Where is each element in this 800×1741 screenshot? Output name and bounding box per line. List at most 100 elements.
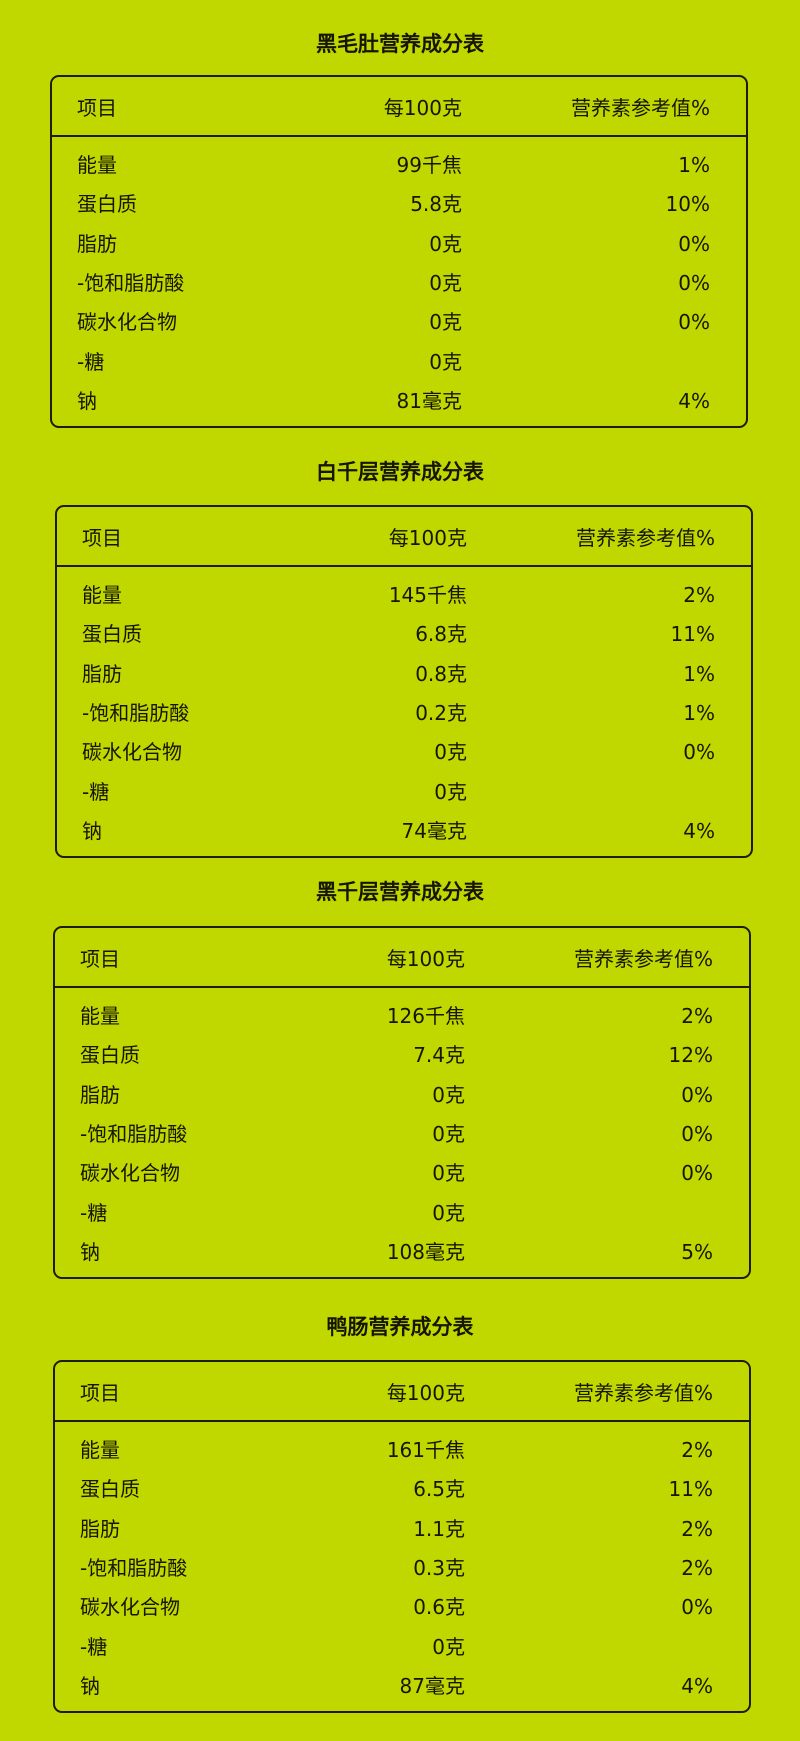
nutrient-amount: 145千焦 <box>388 583 467 607</box>
nutrient-name: -饱和脂肪酸 <box>77 270 185 295</box>
nutrient-amount: 126千焦 <box>386 1004 465 1028</box>
table-row: 脂肪 0克 0% <box>52 229 746 259</box>
nutrient-name: -糖 <box>80 1634 108 1659</box>
table-header-row: 项目 每100克 营养素参考值% <box>52 93 746 123</box>
nutrient-name: -糖 <box>82 779 110 804</box>
table-header-row: 项目 每100克 营养素参考值% <box>57 523 751 553</box>
table-row: -糖 0克 <box>55 1198 749 1228</box>
nutrient-nrv: 2% <box>681 1004 713 1028</box>
nutrient-nrv: 1% <box>678 153 710 177</box>
nutrient-amount: 0.2克 <box>415 700 467 725</box>
table-row: 蛋白质 5.8克 10% <box>52 189 746 219</box>
header-nrv: 营养素参考值% <box>573 947 713 971</box>
nutrient-name: 钠 <box>80 1239 100 1264</box>
nutrient-amount: 0克 <box>432 1082 465 1107</box>
nutrient-nrv: 0% <box>678 270 710 295</box>
nutrient-amount: 74毫克 <box>401 818 467 843</box>
nutrient-nrv: 1% <box>683 661 715 686</box>
header-divider <box>55 986 749 988</box>
nutrient-amount: 5.8克 <box>410 192 462 217</box>
header-item: 项目 <box>80 1381 120 1405</box>
nutrient-name: 能量 <box>80 1004 120 1028</box>
nutrient-amount: 0克 <box>432 1200 465 1225</box>
nutrient-nrv: 2% <box>681 1555 713 1580</box>
table-row: 蛋白质 7.4克 12% <box>55 1040 749 1070</box>
nutrient-name: -饱和脂肪酸 <box>80 1121 188 1146</box>
table-row: -糖 0克 <box>55 1632 749 1662</box>
nutrient-nrv: 2% <box>681 1516 713 1541</box>
header-nrv: 营养素参考值% <box>570 96 710 120</box>
nutrient-nrv: 0% <box>681 1121 713 1146</box>
header-divider <box>52 135 746 137</box>
nutrition-table: 项目 每100克 营养素参考值% 能量 99千焦 1% 蛋白质 5.8克 10% 脂肪 0克 0% -饱… <box>50 75 748 428</box>
table-row: 钠 108毫克 5% <box>55 1237 749 1267</box>
nutrient-name: -饱和脂肪酸 <box>80 1555 188 1580</box>
nutrient-amount: 0克 <box>434 740 467 765</box>
nutrient-name: 脂肪 <box>77 231 117 256</box>
table-row: 脂肪 0.8克 1% <box>57 659 751 689</box>
nutrient-nrv: 0% <box>681 1082 713 1107</box>
nutrient-amount: 0克 <box>429 231 462 256</box>
table-row: -饱和脂肪酸 0.2克 1% <box>57 698 751 728</box>
nutrient-amount: 0.3克 <box>413 1555 465 1580</box>
nutrient-amount: 108毫克 <box>386 1239 465 1264</box>
header-per100g: 每100克 <box>386 1381 465 1405</box>
nutrient-nrv: 1% <box>683 700 715 725</box>
nutrient-name: 蛋白质 <box>80 1043 140 1068</box>
table-row: 碳水化合物 0克 0% <box>52 307 746 337</box>
table-row: -饱和脂肪酸 0克 0% <box>52 268 746 298</box>
table-row: 碳水化合物 0克 0% <box>55 1158 749 1188</box>
nutrient-name: 蛋白质 <box>77 192 137 217</box>
nutrient-name: 脂肪 <box>80 1516 120 1541</box>
nutrition-table: 项目 每100克 营养素参考值% 能量 126千焦 2% 蛋白质 7.4克 12% 脂肪 0克 0% -… <box>53 926 751 1279</box>
nutrient-amount: 99千焦 <box>396 153 462 177</box>
nutrient-amount: 0克 <box>432 1634 465 1659</box>
header-item: 项目 <box>80 947 120 971</box>
table-title: 黑千层营养成分表 <box>316 880 484 904</box>
table-row: 蛋白质 6.5克 11% <box>55 1474 749 1504</box>
header-per100g: 每100克 <box>383 96 462 120</box>
nutrition-table: 项目 每100克 营养素参考值% 能量 161千焦 2% 蛋白质 6.5克 11% 脂肪 1.1克 2… <box>53 1360 751 1713</box>
table-title: 黑毛肚营养成分表 <box>316 32 484 56</box>
header-divider <box>57 565 751 567</box>
nutrient-nrv: 2% <box>681 1438 713 1462</box>
header-nrv: 营养素参考值% <box>573 1381 713 1405</box>
header-item: 项目 <box>82 526 122 550</box>
table-row: -糖 0克 <box>57 777 751 807</box>
nutrient-amount: 0克 <box>429 270 462 295</box>
nutrient-name: 能量 <box>82 583 122 607</box>
table-row: 钠 81毫克 4% <box>52 386 746 416</box>
nutrient-nrv: 4% <box>678 388 710 413</box>
nutrient-amount: 161千焦 <box>386 1438 465 1462</box>
nutrient-amount: 6.8克 <box>415 622 467 647</box>
nutrient-nrv: 2% <box>683 583 715 607</box>
nutrient-nrv: 4% <box>683 818 715 843</box>
nutrient-name: 钠 <box>80 1673 100 1698</box>
table-row: -糖 0克 <box>52 347 746 377</box>
nutrient-amount: 0克 <box>432 1161 465 1186</box>
nutrient-amount: 7.4克 <box>413 1043 465 1068</box>
table-row: 能量 99千焦 1% <box>52 150 746 180</box>
table-title: 鸭肠营养成分表 <box>326 1315 474 1339</box>
nutrient-nrv: 0% <box>678 310 710 335</box>
nutrient-nrv: 10% <box>665 192 710 217</box>
nutrient-name: 能量 <box>80 1438 120 1462</box>
nutrient-name: 钠 <box>82 818 102 843</box>
nutrient-nrv: 0% <box>681 1595 713 1620</box>
nutrient-nrv: 0% <box>681 1161 713 1186</box>
header-nrv: 营养素参考值% <box>575 526 715 550</box>
header-per100g: 每100克 <box>386 947 465 971</box>
table-row: 碳水化合物 0克 0% <box>57 737 751 767</box>
nutrient-amount: 0克 <box>432 1121 465 1146</box>
table-row: 碳水化合物 0.6克 0% <box>55 1592 749 1622</box>
nutrient-nrv: 11% <box>668 1477 713 1502</box>
table-row: 能量 161千焦 2% <box>55 1435 749 1465</box>
table-row: -饱和脂肪酸 0.3克 2% <box>55 1553 749 1583</box>
nutrient-amount: 0.6克 <box>413 1595 465 1620</box>
table-header-row: 项目 每100克 营养素参考值% <box>55 1378 749 1408</box>
nutrient-amount: 0克 <box>429 349 462 374</box>
nutrient-name: 碳水化合物 <box>80 1161 180 1186</box>
header-per100g: 每100克 <box>388 526 467 550</box>
nutrient-name: 能量 <box>77 153 117 177</box>
table-row: 能量 145千焦 2% <box>57 580 751 610</box>
